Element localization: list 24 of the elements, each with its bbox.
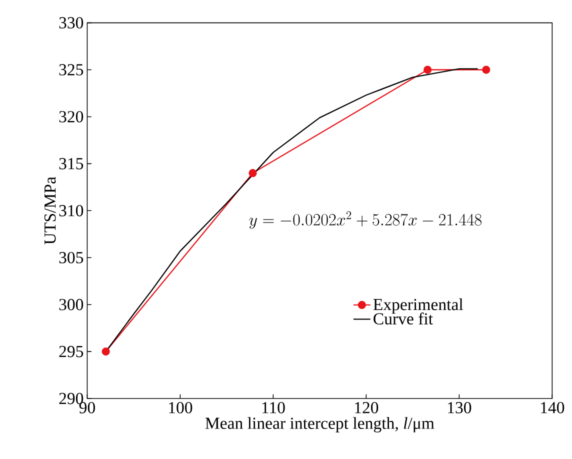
y-tick-label: 325 xyxy=(59,64,84,76)
y-tick-label: 305 xyxy=(59,252,84,264)
point xyxy=(424,66,432,74)
x-tick-label: 130 xyxy=(448,402,472,414)
x-tick-label: 90 xyxy=(79,402,95,414)
y-tick-label: 315 xyxy=(59,158,84,170)
x-tick-label: 100 xyxy=(169,402,192,414)
y-axis-title: UTS/MPa xyxy=(44,176,56,244)
y-tick-label: 295 xyxy=(59,346,84,358)
x-tick-label: 110 xyxy=(262,402,285,414)
point xyxy=(482,66,490,74)
legend-label: Experimental xyxy=(373,298,464,314)
y-tick-label: 310 xyxy=(59,204,84,216)
point xyxy=(248,169,257,178)
y-tick-label: 330 xyxy=(59,17,84,28)
y-tick-label: 300 xyxy=(59,298,84,310)
y-tick-label: 290 xyxy=(59,392,84,404)
legend-label: Curve fit xyxy=(374,312,433,325)
point xyxy=(102,348,110,356)
annotation: $y=-0.0202x^{2}+5.287x-21.448$ xyxy=(249,211,482,229)
y-tick-label: 320 xyxy=(59,111,84,122)
x-tick-label: 120 xyxy=(355,402,378,414)
x-axis-title: Mean linear intercept length, l/μm xyxy=(205,417,434,432)
x-tick-label: 140 xyxy=(541,402,564,414)
